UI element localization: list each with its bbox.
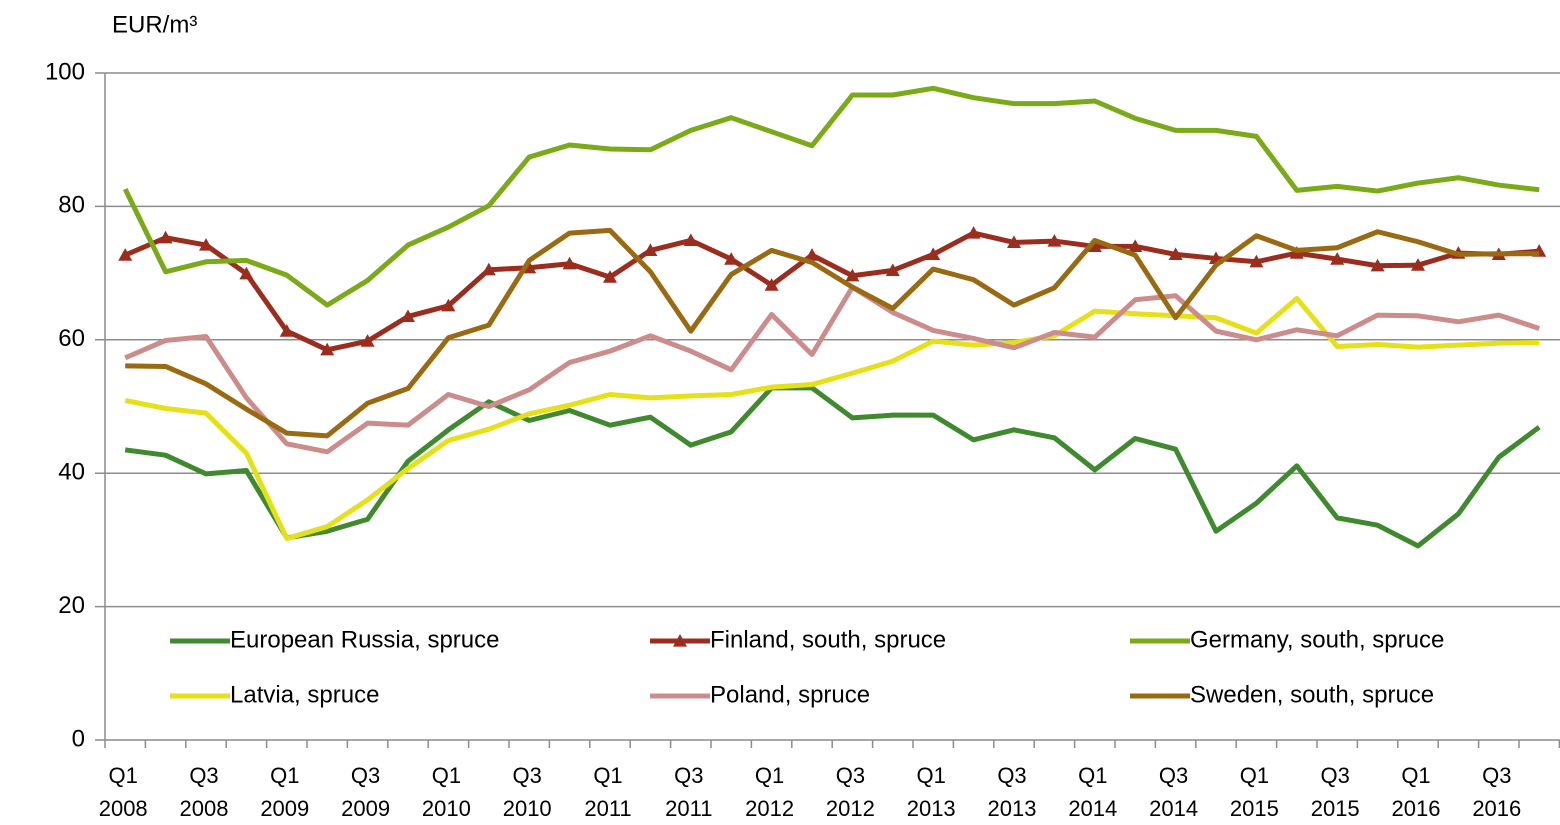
series-marker [1411, 258, 1425, 271]
legend-label: Sweden, south, spruce [1190, 681, 1434, 708]
x-tick-label: Q1 2011 [584, 763, 631, 821]
x-tick-label: Q3 2014 [1149, 763, 1198, 821]
series-marker [199, 238, 213, 251]
series-line [125, 227, 1540, 439]
x-tick-label: Q1 2013 [907, 763, 956, 821]
series-marker [1128, 239, 1143, 253]
x-tick-label: Q1 2009 [260, 763, 309, 821]
series-line [124, 295, 1540, 542]
series-marker [805, 248, 819, 261]
series-line [124, 230, 1540, 353]
series-marker [1370, 258, 1385, 272]
x-tick-label: Q3 2015 [1311, 763, 1360, 821]
y-tick-label: 80 [58, 192, 85, 219]
series-marker [158, 230, 173, 244]
series-marker [683, 233, 698, 247]
series-marker [441, 298, 456, 312]
x-tick-label: Q1 2010 [422, 763, 471, 821]
series-marker [1047, 234, 1062, 247]
x-tick-label: Q1 2016 [1392, 763, 1441, 821]
series-line [124, 385, 1541, 549]
series-marker [885, 263, 900, 277]
series-marker [562, 256, 577, 270]
x-tick-label: Q1 2012 [745, 763, 794, 821]
series-marker [239, 266, 254, 280]
y-tick-label: 100 [45, 58, 85, 85]
x-tick-label: Q1 2015 [1230, 763, 1279, 821]
legend-label: Latvia, spruce [230, 681, 379, 708]
y-axis-label: EUR/m³ [112, 11, 197, 38]
series-marker [401, 309, 415, 323]
x-tick-label: Q3 2011 [665, 763, 712, 821]
y-tick-label: 0 [72, 725, 85, 752]
x-tick-label: Q3 2013 [988, 763, 1037, 821]
x-tick-label: Q3 2008 [180, 763, 229, 821]
x-tick-label: Q3 2010 [503, 763, 552, 821]
series-marker [279, 324, 294, 337]
x-tick-label: Q1 2008 [99, 763, 148, 821]
legend-label: Finland, south, spruce [710, 626, 946, 653]
series-marker [724, 252, 739, 265]
series-marker [1087, 239, 1102, 253]
legend-label: Germany, south, spruce [1190, 626, 1444, 653]
x-tick-label: Q1 2014 [1068, 763, 1117, 821]
y-tick-label: 40 [58, 459, 85, 486]
series-marker [481, 262, 496, 276]
series-marker [1330, 252, 1345, 265]
x-tick-label: Q3 2016 [1472, 763, 1521, 821]
series-marker [603, 270, 617, 283]
y-tick-label: 20 [58, 592, 85, 619]
series-marker [360, 334, 375, 347]
series-marker [764, 278, 779, 291]
x-tick-label: Q3 2009 [341, 763, 390, 821]
legend-label: Poland, spruce [710, 681, 870, 708]
series-marker [926, 247, 941, 261]
series-line [124, 284, 1540, 455]
series-marker [118, 248, 133, 261]
series-marker [1168, 247, 1183, 261]
series-marker [643, 243, 658, 257]
series-marker [845, 268, 860, 282]
series-marker [320, 342, 335, 356]
series-marker [966, 226, 981, 239]
legend-label: European Russia, spruce [230, 626, 499, 653]
series-marker [1249, 254, 1264, 268]
series-marker [1007, 235, 1021, 249]
series-line [122, 85, 1540, 308]
x-tick-label: Q3 2012 [826, 763, 875, 821]
y-tick-label: 60 [58, 325, 85, 352]
legend-marker [673, 634, 687, 647]
